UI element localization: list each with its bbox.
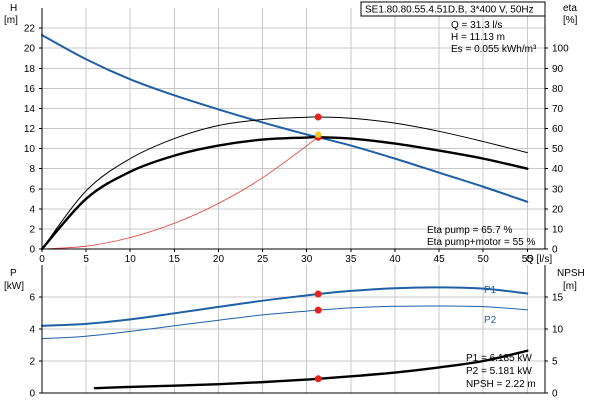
pump-title-box [360,1,546,17]
eta-pump-motor-text: Eta pump+motor = 55 % [427,237,536,248]
h-axis-label: H [10,3,17,14]
p2-value-text: P2 = 5.181 kW [466,366,532,377]
x-tick-label: 45 [434,254,446,265]
y-tick-label-right: 60 [552,124,564,135]
y-tick-label-left: 22 [24,24,36,35]
grid-lines [42,8,545,393]
y-tick-label-left: 20 [24,44,36,55]
q-axis-label: Q [l/s] [526,254,552,265]
x-tick-label: 0 [39,254,45,265]
npsh-value-text: NPSH = 2.22 m [466,379,536,390]
y-tick-label-right: 70 [552,104,564,115]
eta-axis-label: eta [563,3,577,14]
eta-pump-text: Eta pump = 65.7 % [427,225,512,236]
y-tick-label-left: 2 [29,357,35,368]
duty-point-marker [314,306,322,314]
p1-series-label: P1 [484,285,497,296]
tick-labels: 0246810121416182022010203040506070809010… [24,24,569,400]
duty-point-marker [314,113,322,121]
p-axis-unit: [kW] [4,281,24,292]
x-tick-label: 50 [478,254,490,265]
series-line-0-1 [40,135,529,251]
y-tick-label-right: 30 [552,184,564,195]
x-tick-label: 5 [83,254,89,265]
y-tick-label-right: 40 [552,164,564,175]
npsh-axis-unit: [m] [563,281,577,292]
x-tick-label: 10 [125,254,137,265]
p1-value-text: P1 = 6.185 kW [466,353,532,364]
y-tick-label-right: 0 [552,245,558,256]
y-tick-label-left: 10 [24,144,36,155]
curves [40,34,529,390]
pump-title: SE1.80.80.55.4.51D.B, 3*400 V, 50Hz [365,5,534,16]
y-tick-label-left: 14 [24,104,36,115]
y-tick-label-left: 6 [29,184,35,195]
y-tick-label-left: 2 [29,224,35,235]
y-tick-label-left: 8 [29,164,35,175]
npsh-axis-label: NPSH [557,268,585,279]
y-tick-label-left: 4 [29,325,35,336]
y-tick-label-right: 90 [552,64,564,75]
x-tick-label: 55 [522,254,534,265]
p-axis-label: P [10,268,17,279]
y-tick-label-left: 0 [29,245,35,256]
series-line-0-0 [41,34,529,203]
y-tick-label-right: 80 [552,84,564,95]
series-line-0-2 [41,116,528,250]
y-tick-label-left: 12 [24,124,36,135]
series-line-0-3 [41,136,319,250]
y-tick-label-right: 10 [552,325,564,336]
x-tick-label: 15 [169,254,181,265]
duty-flow: Q = 31.3 l/s [451,20,502,31]
duty-point-marker-yellow [315,131,322,138]
h-axis-unit: [m] [4,15,18,26]
y-tick-label-right: 100 [552,44,569,55]
duty-energy: Es = 0.055 kWh/m³ [451,44,537,55]
series-line-1-2 [93,349,529,390]
x-tick-label: 25 [257,254,269,265]
x-tick-label: 35 [345,254,357,265]
y-tick-label-left: 18 [24,64,36,75]
p2-series-label: P2 [484,315,497,326]
eta-axis-unit: [%] [563,15,578,26]
duty-head: H = 11.13 m [451,32,505,43]
y-tick-label-left: 16 [24,84,36,95]
y-tick-label-right: 50 [552,144,564,155]
y-tick-label-left: 4 [29,204,35,215]
y-tick-label-right: 5 [552,357,558,368]
x-tick-label: 20 [213,254,225,265]
duty-point-marker [314,290,322,298]
x-tick-label: 30 [301,254,313,265]
y-tick-label-right: 0 [552,389,558,400]
x-tick-label: 40 [389,254,401,265]
y-tick-label-left: 0 [29,389,35,400]
duty-point-marker [314,375,322,383]
y-tick-label-right: 10 [552,224,564,235]
series-line-1-1 [41,305,528,340]
y-tick-label-right: 15 [552,293,564,304]
y-tick-label-right: 20 [552,204,564,215]
series-line-1-0 [41,286,529,327]
duty-point-markers [314,113,322,383]
y-tick-label-left: 6 [29,293,35,304]
axes [39,8,548,394]
